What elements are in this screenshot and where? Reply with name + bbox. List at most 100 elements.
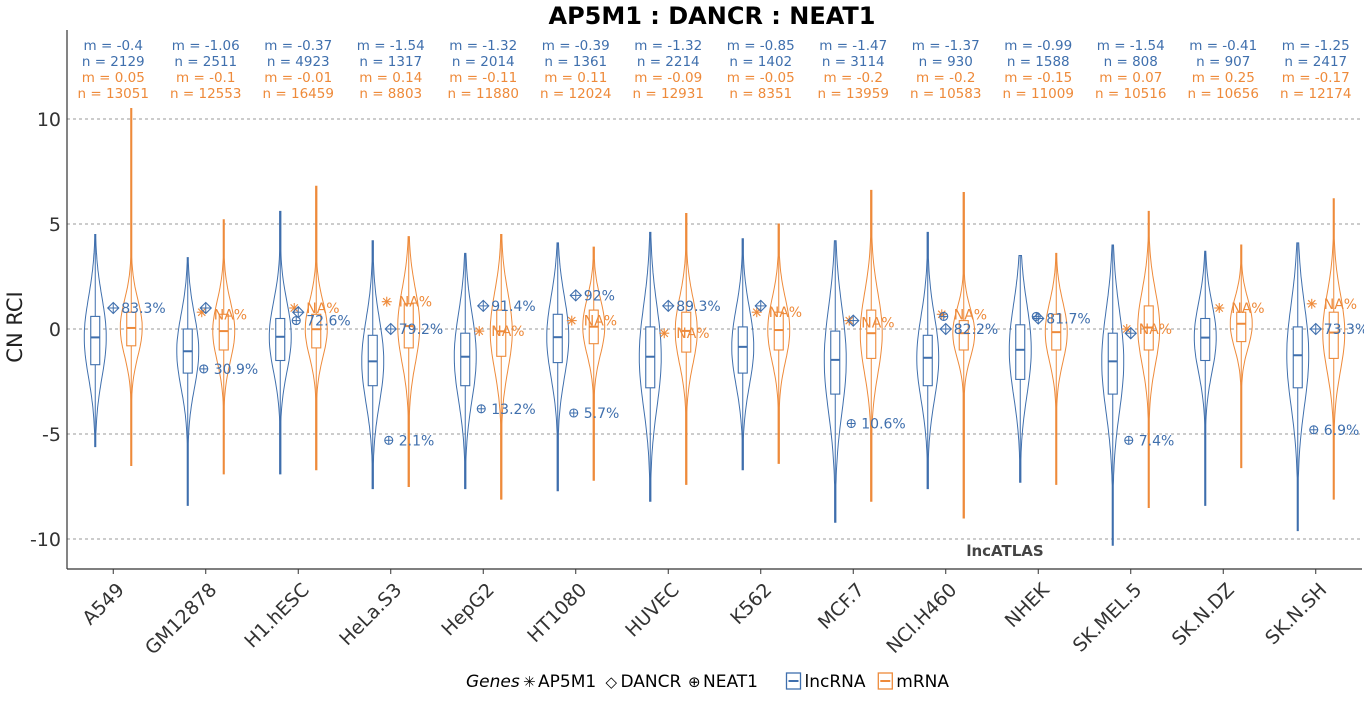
mrna-violin — [397, 236, 421, 487]
lnc-n-label: n = 1402 — [729, 54, 792, 70]
mrna-mean-label: m = 0.11 — [544, 70, 607, 86]
mrna-n-label: n = 8803 — [359, 86, 422, 102]
chart-title: AP5M1 : DANCR : NEAT1 — [549, 2, 876, 30]
mrna-box — [681, 311, 692, 353]
mrna-violin — [674, 213, 698, 485]
percent-label: 73.3% — [1324, 322, 1364, 338]
lnc-mean-label: m = -0.4 — [84, 38, 143, 54]
mrna-box — [1236, 311, 1247, 343]
lnc-violin — [453, 252, 477, 490]
x-tick-label: HeLa.S3 — [335, 579, 406, 650]
AP5M1-stroke — [382, 297, 391, 306]
lnc-n-label: n = 808 — [1104, 54, 1158, 70]
x-tick-label: HepG2 — [437, 579, 498, 640]
legend-class-label: lncRNA — [805, 672, 866, 692]
y-tick-label: 5 — [49, 214, 61, 236]
mrna-violin — [489, 234, 513, 500]
percent-label: 83.3% — [121, 301, 165, 317]
lnc-violin — [1008, 255, 1032, 483]
lnc-violin — [1101, 244, 1125, 546]
lnc-n-label: n = 1361 — [544, 54, 607, 70]
mrna-violin — [1229, 244, 1253, 469]
lnc-mean-label: m = -1.32 — [449, 38, 517, 54]
AP5M1-stroke — [1122, 325, 1131, 333]
lnc-mean-label: m = -1.32 — [634, 38, 702, 54]
percent-label: 13.2% — [491, 402, 535, 418]
y-axis-label: CN RCI — [3, 291, 27, 362]
mrna-box — [1328, 311, 1339, 359]
percent-label: 2.1% — [399, 433, 435, 449]
x-tick-label: K562 — [726, 579, 776, 629]
x-tick-label: SK.N.SH — [1261, 579, 1331, 649]
lnc-box — [830, 330, 841, 395]
mrna-violin — [1322, 198, 1346, 500]
legend-class-label: mRNA — [896, 672, 949, 692]
AP5M1-stroke — [567, 316, 576, 325]
lnc-box — [460, 332, 471, 387]
mrna-n-label: n = 12553 — [170, 86, 241, 102]
percent-label: NA% — [954, 307, 987, 323]
y-tick-label: 10 — [37, 109, 61, 131]
percent-label: 81.7% — [1046, 312, 1090, 328]
DANCR-marker — [846, 314, 860, 327]
mrna-violin — [859, 189, 883, 502]
lnc-violin — [1286, 242, 1310, 532]
legend-genes-title: Genes — [466, 672, 520, 692]
watermark: lncATLAS — [966, 542, 1043, 560]
mrna-mean-label: m = 0.14 — [359, 70, 422, 86]
mrna-mean-label: m = -0.2 — [824, 70, 883, 86]
mrna-mean-label: m = -0.1 — [176, 70, 235, 86]
lnc-violin — [83, 234, 107, 448]
AP5M1-stroke — [475, 327, 484, 336]
percent-label: 91.4% — [491, 299, 535, 315]
lnc-box — [1015, 324, 1026, 380]
percent-label: NA% — [1139, 322, 1172, 338]
mrna-violin — [767, 223, 791, 464]
AP5M1-stroke — [197, 308, 206, 317]
AP5M1-stroke — [660, 329, 669, 338]
mrna-mean-label: m = -0.15 — [1004, 70, 1072, 86]
mrna-box — [958, 320, 969, 351]
mrna-n-label: n = 10516 — [1095, 86, 1166, 102]
x-tick-label: H1.hESC — [240, 579, 313, 652]
lnc-n-label: n = 2511 — [174, 54, 237, 70]
y-tick-label: 0 — [49, 319, 61, 341]
mrna-box — [126, 311, 137, 347]
percent-label: 30.9% — [214, 362, 258, 378]
NEAT1-marker — [476, 404, 486, 414]
mrna-box — [496, 309, 507, 357]
mrna-violin — [1137, 210, 1161, 508]
NEAT1-marker — [384, 435, 394, 445]
x-tick-label: MCF.7 — [814, 579, 869, 634]
percent-label: NA% — [861, 316, 894, 332]
y-tick-label: -10 — [30, 529, 61, 551]
lnc-mean-label: m = -0.99 — [1004, 38, 1072, 54]
NEAT1-marker — [939, 311, 949, 321]
AP5M1-marker — [936, 309, 947, 320]
lnc-violin — [361, 240, 385, 490]
lnc-n-label: n = 4923 — [267, 54, 330, 70]
lnc-box — [737, 326, 748, 374]
mrna-n-label: n = 11009 — [1003, 86, 1074, 102]
DANCR-marker — [661, 299, 675, 313]
AP5M1-stroke — [290, 304, 299, 312]
legend-gene-symbol: ⊕ — [688, 673, 701, 691]
NEAT1-marker — [846, 418, 856, 429]
x-tick-label: GM12878 — [141, 579, 221, 659]
percent-label: 72.6% — [306, 314, 350, 330]
mrna-n-label: n = 10583 — [910, 86, 981, 102]
mrna-box — [866, 309, 877, 359]
lnc-mean-label: m = -0.39 — [542, 38, 610, 54]
DANCR-marker — [476, 299, 490, 313]
AP5M1-stroke — [1307, 299, 1316, 308]
lnc-box — [552, 313, 563, 364]
x-tick-label: NHEK — [1001, 579, 1054, 632]
AP5M1-stroke — [1215, 304, 1224, 312]
NEAT1-marker — [569, 408, 579, 418]
DANCR-marker — [569, 289, 583, 302]
mrna-box — [311, 313, 322, 349]
percent-label: 79.2% — [399, 322, 443, 338]
mrna-mean-label: m = 0.25 — [1192, 70, 1255, 86]
lnc-n-label: n = 2214 — [637, 54, 700, 70]
